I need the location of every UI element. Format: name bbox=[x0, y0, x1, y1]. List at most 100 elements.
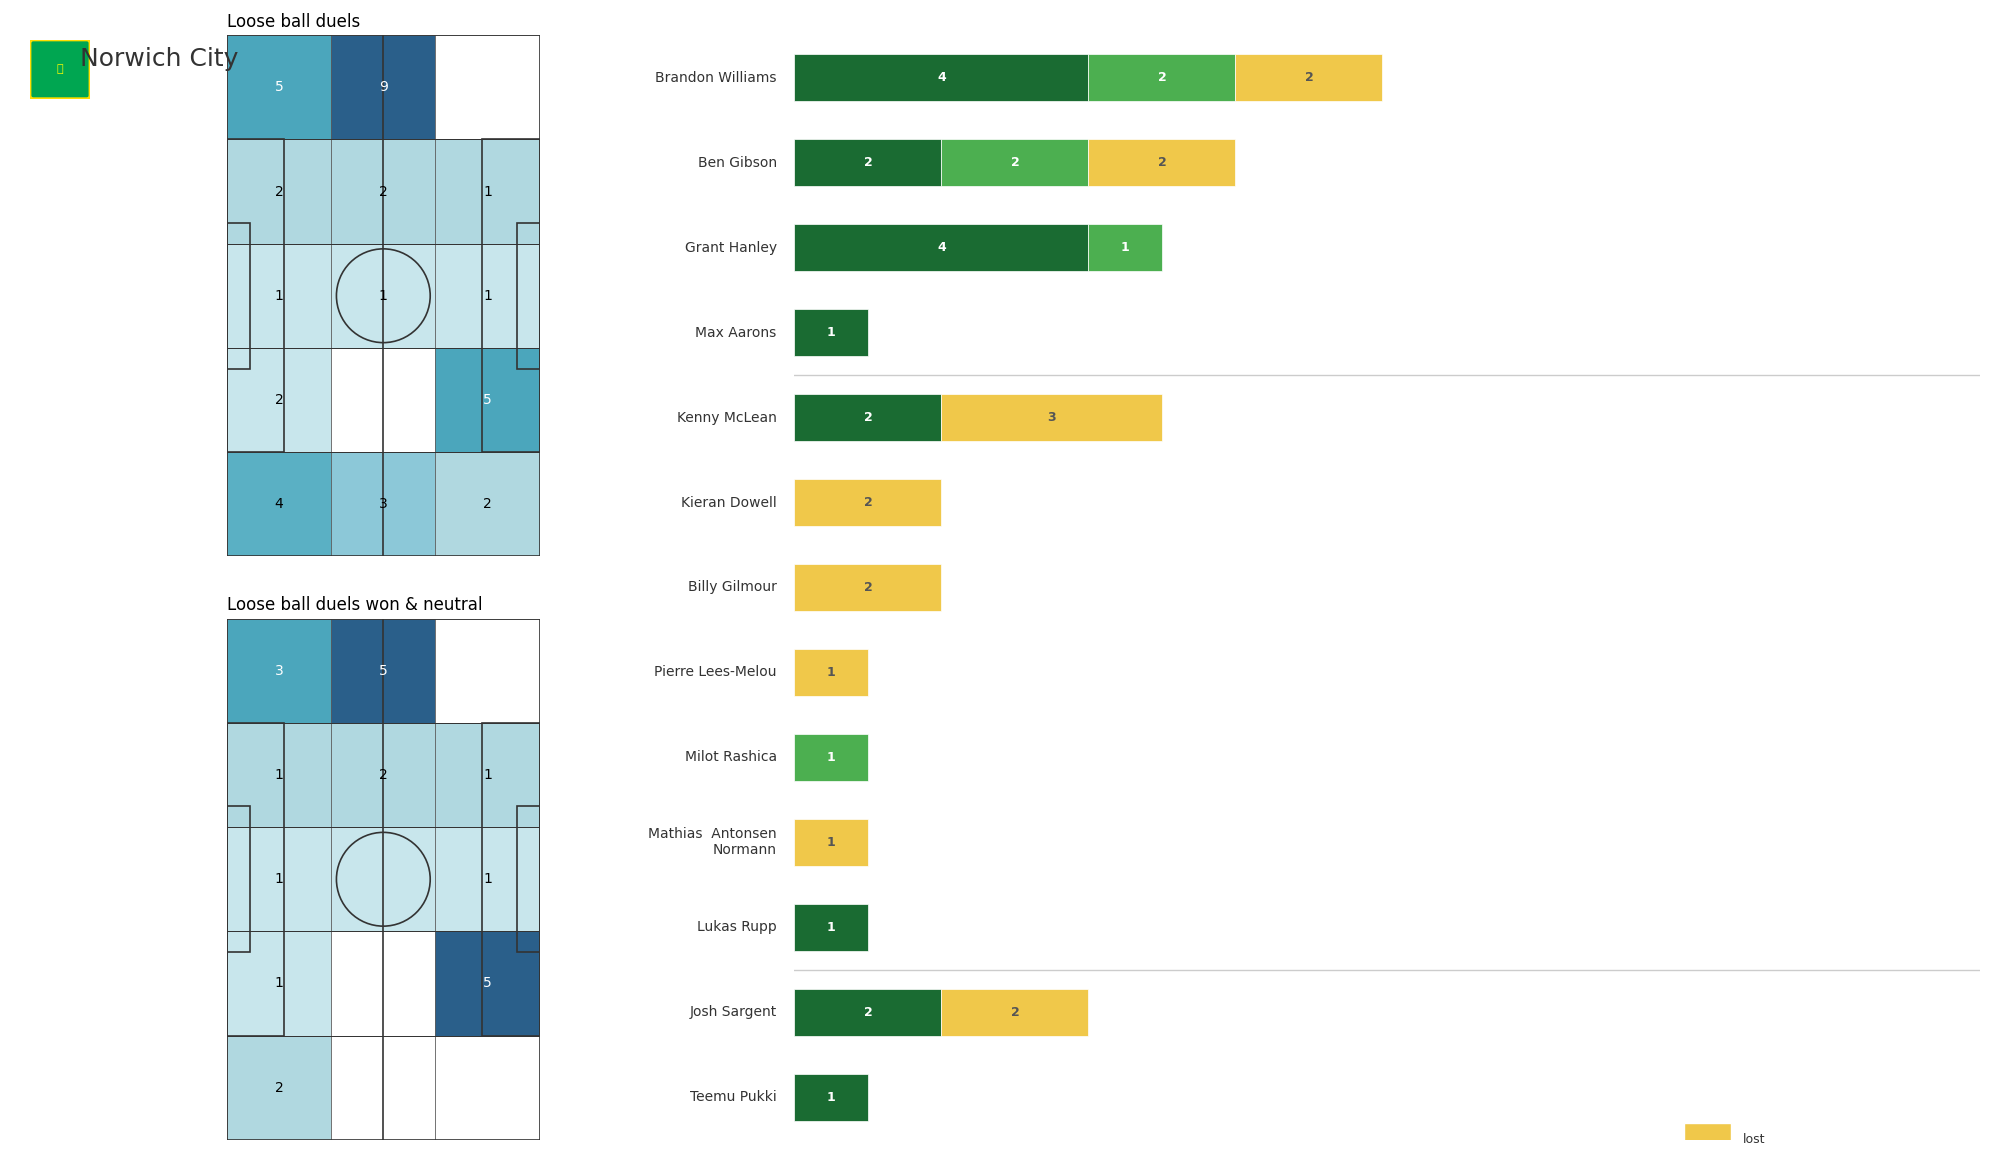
Bar bbox=[228, 243, 332, 348]
Bar bbox=[332, 348, 436, 452]
Text: Max Aarons: Max Aarons bbox=[696, 325, 776, 340]
Bar bbox=[228, 827, 332, 932]
Bar bbox=[332, 619, 436, 723]
Bar bbox=[1088, 224, 1162, 271]
Bar bbox=[794, 224, 1088, 271]
Bar bbox=[1088, 140, 1236, 186]
Bar bbox=[332, 35, 436, 140]
Text: 1: 1 bbox=[826, 327, 836, 340]
Bar bbox=[332, 452, 436, 556]
Text: 1: 1 bbox=[484, 184, 492, 199]
Bar bbox=[436, 35, 540, 140]
Bar bbox=[794, 989, 942, 1035]
Bar bbox=[228, 619, 332, 723]
Bar bbox=[228, 140, 332, 243]
Text: 1: 1 bbox=[826, 835, 836, 848]
Text: 1: 1 bbox=[484, 768, 492, 783]
Text: 2: 2 bbox=[864, 1006, 872, 1019]
Text: Kieran Dowell: Kieran Dowell bbox=[680, 496, 776, 510]
Bar bbox=[228, 223, 250, 369]
Text: 5: 5 bbox=[484, 976, 492, 991]
Bar bbox=[794, 140, 942, 186]
Text: 2: 2 bbox=[1158, 156, 1166, 169]
Bar bbox=[436, 140, 540, 243]
Text: 4: 4 bbox=[274, 497, 284, 511]
Text: 5: 5 bbox=[274, 80, 284, 94]
Bar bbox=[794, 394, 942, 441]
Bar bbox=[332, 243, 436, 348]
Bar bbox=[794, 649, 868, 696]
Text: 1: 1 bbox=[484, 872, 492, 886]
Text: 1: 1 bbox=[484, 289, 492, 303]
Text: Norwich City: Norwich City bbox=[80, 47, 238, 70]
Bar bbox=[1684, 1174, 1732, 1175]
Bar bbox=[436, 1035, 540, 1140]
Bar bbox=[436, 243, 540, 348]
Bar bbox=[794, 54, 1088, 101]
Text: 1: 1 bbox=[826, 751, 836, 764]
Bar bbox=[228, 932, 332, 1035]
Bar bbox=[794, 904, 868, 951]
Text: 2: 2 bbox=[864, 156, 872, 169]
Bar bbox=[942, 140, 1088, 186]
Text: 4: 4 bbox=[938, 241, 946, 254]
Text: 3: 3 bbox=[378, 497, 388, 511]
Bar bbox=[228, 35, 332, 140]
Bar bbox=[794, 564, 942, 611]
Bar bbox=[516, 806, 540, 952]
Text: Josh Sargent: Josh Sargent bbox=[690, 1006, 776, 1019]
Bar bbox=[942, 394, 1162, 441]
Bar bbox=[332, 723, 436, 827]
Bar bbox=[794, 309, 868, 356]
Bar bbox=[436, 348, 540, 452]
Text: 2: 2 bbox=[864, 580, 872, 595]
Bar bbox=[332, 140, 436, 243]
Text: 2: 2 bbox=[1010, 156, 1020, 169]
FancyBboxPatch shape bbox=[30, 40, 90, 99]
Bar bbox=[436, 452, 540, 556]
Text: 2: 2 bbox=[864, 496, 872, 509]
Bar bbox=[794, 819, 868, 866]
Bar bbox=[516, 223, 540, 369]
Bar bbox=[1236, 54, 1382, 101]
Text: 1: 1 bbox=[274, 976, 284, 991]
Text: 1: 1 bbox=[274, 289, 284, 303]
Bar bbox=[228, 806, 250, 952]
Text: Grant Hanley: Grant Hanley bbox=[684, 241, 776, 255]
Text: 4: 4 bbox=[938, 72, 946, 85]
Bar bbox=[332, 827, 436, 932]
Text: Loose ball duels won & neutral: Loose ball duels won & neutral bbox=[228, 597, 482, 615]
Text: 2: 2 bbox=[1158, 72, 1166, 85]
Text: 1: 1 bbox=[1120, 241, 1130, 254]
Text: Lukas Rupp: Lukas Rupp bbox=[696, 920, 776, 934]
Bar bbox=[228, 452, 332, 556]
Text: 3: 3 bbox=[274, 664, 284, 678]
Text: 5: 5 bbox=[378, 664, 388, 678]
Bar bbox=[436, 619, 540, 723]
Bar bbox=[228, 723, 284, 1035]
Text: 2: 2 bbox=[274, 1081, 284, 1095]
Text: 2: 2 bbox=[378, 184, 388, 199]
Bar bbox=[794, 479, 942, 526]
Bar bbox=[482, 140, 540, 452]
Bar bbox=[1684, 1123, 1732, 1156]
Bar bbox=[436, 723, 540, 827]
Text: 1: 1 bbox=[274, 768, 284, 783]
Text: 5: 5 bbox=[484, 392, 492, 407]
Text: 2: 2 bbox=[864, 411, 872, 424]
Text: Teemu Pukki: Teemu Pukki bbox=[690, 1090, 776, 1104]
Text: 2: 2 bbox=[378, 768, 388, 783]
Text: 3: 3 bbox=[1048, 411, 1056, 424]
Bar bbox=[332, 932, 436, 1035]
Text: 1: 1 bbox=[826, 921, 836, 934]
Text: Loose ball duels: Loose ball duels bbox=[228, 13, 360, 31]
Bar bbox=[228, 723, 332, 827]
Text: 2: 2 bbox=[274, 392, 284, 407]
Text: 1: 1 bbox=[378, 289, 388, 303]
Text: Kenny McLean: Kenny McLean bbox=[676, 410, 776, 424]
Text: Pierre Lees-Melou: Pierre Lees-Melou bbox=[654, 665, 776, 679]
Bar bbox=[436, 932, 540, 1035]
Text: 1: 1 bbox=[826, 666, 836, 679]
Bar bbox=[228, 1035, 332, 1140]
Text: 2: 2 bbox=[484, 497, 492, 511]
